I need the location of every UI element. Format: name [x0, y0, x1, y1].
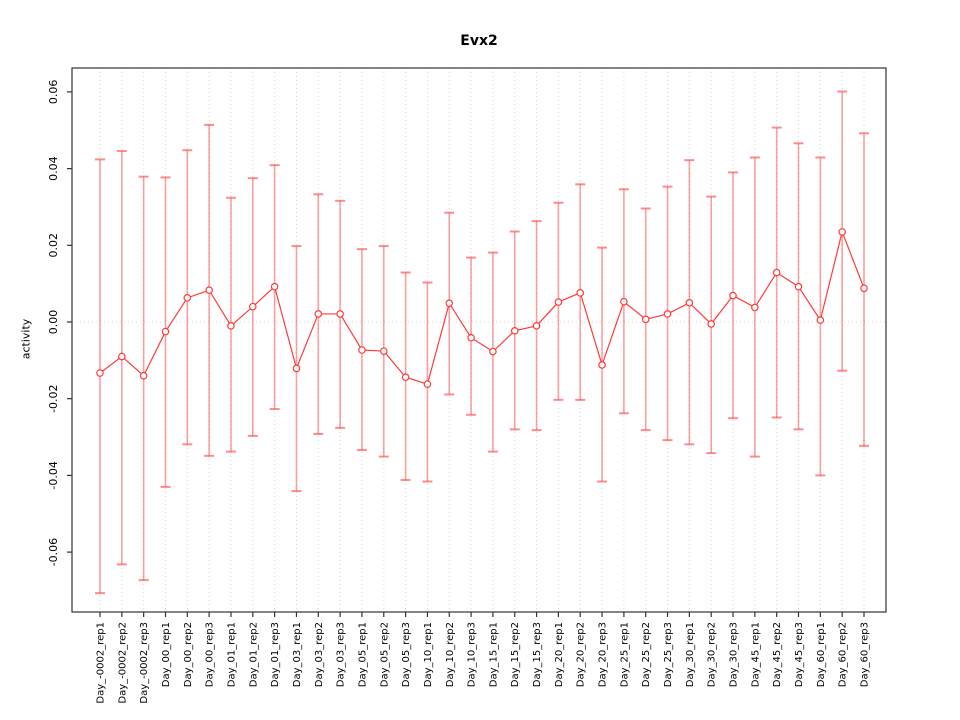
data-point — [423, 380, 432, 388]
x-tick-label: Day_60_rep2 — [838, 622, 849, 687]
data-point — [576, 289, 585, 297]
data-point — [641, 315, 650, 324]
data-point — [554, 298, 563, 306]
x-tick-label: Day_10_rep1 — [423, 622, 434, 687]
data-point — [532, 322, 541, 330]
x-tick-label: Day_-0002_rep2 — [117, 622, 128, 704]
x-tick-label: Day_20_rep1 — [554, 622, 565, 687]
y-tick-label: 0.04 — [47, 156, 60, 181]
data-point — [358, 346, 366, 354]
data-point — [270, 282, 279, 291]
data-point — [183, 294, 192, 302]
data-point — [707, 320, 716, 328]
data-point — [794, 282, 803, 291]
y-tick-label: 0.06 — [47, 80, 60, 105]
data-point — [620, 297, 628, 306]
data-point — [729, 291, 737, 300]
data-point — [860, 284, 868, 293]
x-tick-label: Day_01_rep2 — [248, 622, 259, 687]
data-point — [314, 310, 323, 318]
x-tick-label: Day_20_rep2 — [576, 622, 587, 687]
y-tick-label: -0.06 — [47, 538, 60, 566]
x-tick-label: Day_45_rep3 — [794, 622, 805, 687]
data-point — [96, 369, 104, 377]
x-tick-label: Day_00_rep2 — [183, 622, 194, 687]
x-tick-label: Day_20_rep3 — [598, 622, 609, 687]
data-point — [598, 361, 606, 369]
data-point — [510, 327, 519, 335]
data-point — [249, 302, 257, 311]
x-tick-label: Day_25_rep3 — [663, 622, 674, 687]
data-point — [379, 347, 388, 355]
chart-title: Evx2 — [460, 33, 498, 49]
data-point — [838, 228, 846, 236]
plot-border — [71, 67, 887, 613]
x-tick-label: Day_01_rep3 — [270, 622, 281, 687]
series-line — [99, 229, 865, 385]
data-point — [139, 371, 148, 380]
data-point — [751, 303, 759, 312]
data-point — [489, 347, 497, 356]
data-point — [685, 299, 694, 307]
y-tick-label: 0.02 — [47, 233, 60, 257]
x-tick-label: Day_45_rep2 — [772, 622, 783, 687]
x-tick-label: Day_-0002_rep1 — [96, 622, 107, 704]
x-tick-label: Day_03_rep3 — [336, 622, 347, 687]
x-tick-label: Day_01_rep1 — [226, 622, 237, 687]
x-tick-label: Day_25_rep2 — [641, 622, 652, 687]
data-point — [816, 316, 825, 324]
y-tick-label: -0.02 — [47, 384, 60, 412]
x-tick-label: Day_30_rep1 — [685, 622, 696, 687]
x-tick-label: Day_03_rep2 — [314, 622, 325, 687]
data-point — [292, 364, 301, 373]
data-point — [772, 268, 781, 277]
x-tick-label: Day_60_rep1 — [816, 622, 827, 687]
data-point — [467, 333, 475, 342]
data-point — [205, 286, 213, 294]
x-tick-label: Day_05_rep2 — [379, 622, 390, 687]
x-tick-label: Day_60_rep3 — [860, 622, 871, 687]
x-tick-label: Day_15_rep1 — [488, 622, 499, 687]
data-point — [663, 310, 672, 318]
x-tick-label: Day_25_rep1 — [619, 622, 630, 687]
x-tick-label: Day_03_rep1 — [292, 622, 303, 687]
data-point — [227, 322, 235, 330]
data-point — [118, 352, 126, 361]
x-tick-label: Day_00_rep1 — [161, 622, 172, 687]
x-tick-label: Day_45_rep1 — [750, 622, 761, 687]
x-tick-label: Day_00_rep3 — [205, 622, 216, 687]
data-point — [401, 373, 410, 382]
x-tick-label: Day_05_rep1 — [357, 622, 368, 687]
x-tick-label: Day_05_rep3 — [401, 622, 412, 687]
x-tick-label: Day_15_rep3 — [532, 622, 543, 687]
x-tick-label: Day_10_rep2 — [445, 622, 456, 687]
x-tick-label: Day_15_rep2 — [510, 622, 521, 687]
x-tick-label: Day_-0002_rep3 — [139, 622, 150, 704]
y-tick-label: -0.04 — [47, 461, 60, 489]
data-point — [336, 310, 344, 318]
x-tick-label: Day_10_rep3 — [467, 622, 478, 687]
y-tick-label: 0.00 — [47, 310, 60, 335]
x-tick-label: Day_30_rep2 — [707, 622, 718, 687]
data-point — [161, 327, 170, 336]
x-tick-label: Day_30_rep3 — [729, 622, 740, 687]
data-point — [445, 299, 454, 308]
